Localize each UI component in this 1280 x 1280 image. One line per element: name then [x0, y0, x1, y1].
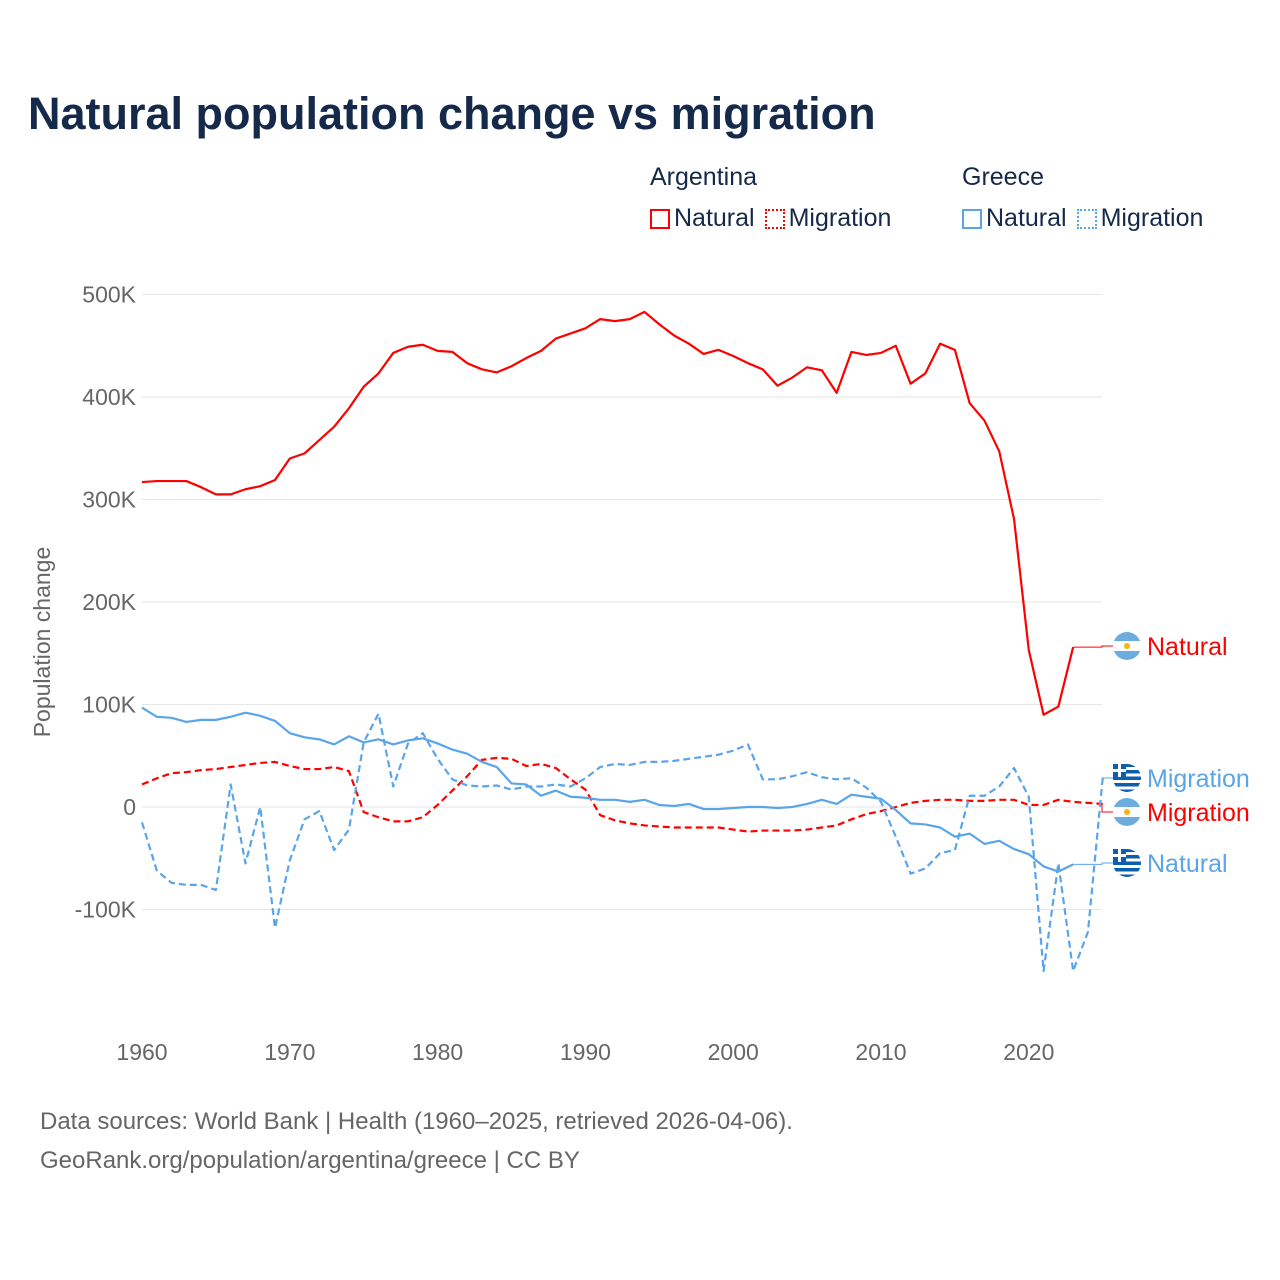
x-tick-label: 2000: [708, 1039, 759, 1065]
legend-label: Migration: [788, 204, 892, 232]
y-tick-label: 0: [123, 794, 136, 820]
solid-swatch-icon: [650, 208, 670, 229]
x-tick-label: 1980: [412, 1039, 463, 1065]
x-tick-label: 1970: [264, 1039, 315, 1065]
flag-stripe: [1113, 858, 1141, 862]
chart-title: Natural population change vs migration: [28, 88, 876, 139]
solid-swatch-icon: [962, 208, 982, 229]
flag-stripe: [1113, 852, 1141, 855]
y-tick-label: 300K: [82, 487, 136, 513]
series-line-argentina-migration: [141, 756, 1103, 833]
end-label: Natural: [1147, 850, 1228, 878]
flag-stripe: [1113, 773, 1141, 777]
dotted-swatch-icon: [1076, 208, 1097, 229]
legend-item-greece-migration[interactable]: Migration: [1076, 204, 1204, 233]
footer-link[interactable]: GeoRank.org/population/argentina/greece …: [40, 1147, 580, 1174]
leader-line: [1073, 645, 1115, 648]
greece-flag-icon: [1113, 764, 1141, 792]
end-label: Migration: [1147, 799, 1250, 827]
y-tick-label: 200K: [82, 589, 136, 615]
end-label: Natural: [1147, 633, 1228, 661]
flag-sun: [1124, 809, 1130, 815]
x-tick-label: 1960: [116, 1039, 167, 1065]
flag-cross: [1118, 849, 1121, 862]
leader-line: [1101, 803, 1115, 813]
legend-item-argentina-natural[interactable]: Natural: [650, 204, 755, 233]
x-tick-label: 2020: [1003, 1039, 1054, 1065]
flag-stripe: [1113, 871, 1141, 875]
flag-stripe: [1113, 865, 1141, 868]
legend-group-argentina: Argentina Natural Migration: [650, 163, 891, 233]
legend-item-greece-natural[interactable]: Natural: [962, 204, 1067, 233]
legend-item-argentina-migration[interactable]: Migration: [764, 204, 892, 233]
legend-country: Greece: [962, 163, 1044, 191]
y-axis-label: Population change: [29, 547, 55, 738]
legend-group-greece: Greece Natural Migration: [962, 163, 1203, 233]
series-line-greece-natural: [141, 706, 1074, 873]
argentina-flag-icon: [1113, 632, 1141, 660]
flag-stripe: [1113, 786, 1141, 790]
end-label: Migration: [1147, 765, 1250, 793]
argentina-flag-icon: [1113, 798, 1141, 826]
legend-label: Natural: [674, 204, 755, 232]
flag-sun: [1124, 643, 1130, 649]
legend-label: Natural: [986, 204, 1067, 232]
x-tick-label: 1990: [560, 1039, 611, 1065]
flag-stripe: [1113, 767, 1141, 770]
flag-stripe: [1113, 780, 1141, 783]
dotted-swatch-icon: [764, 208, 785, 229]
legend-country: Argentina: [650, 163, 758, 191]
y-tick-label: -100K: [75, 897, 137, 923]
leader-line: [1073, 862, 1115, 865]
series-line-greece-migration: [140, 712, 1104, 973]
y-tick-label: 500K: [82, 282, 136, 308]
footer-sources: Data sources: World Bank | Health (1960–…: [40, 1108, 793, 1135]
flag-cross: [1118, 764, 1121, 777]
y-tick-label: 100K: [82, 692, 136, 718]
series-line-argentina-natural: [141, 310, 1075, 716]
legend-label: Migration: [1100, 204, 1204, 232]
y-tick-label: 400K: [82, 384, 136, 410]
x-tick-label: 2010: [855, 1039, 906, 1065]
greece-flag-icon: [1113, 849, 1141, 877]
